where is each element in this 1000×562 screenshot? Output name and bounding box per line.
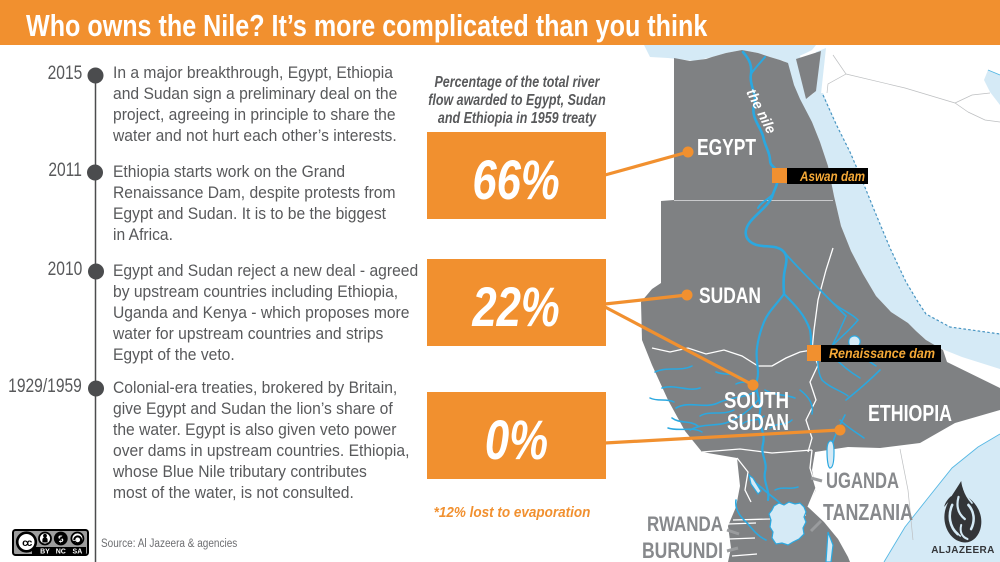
svg-text:BY: BY [40,549,50,556]
svg-text:NC: NC [56,549,66,556]
svg-text:UGANDA: UGANDA [826,468,899,493]
svg-text:Aswan dam: Aswan dam [799,169,865,184]
svg-text:cc: cc [22,537,32,549]
svg-text:SUDAN: SUDAN [699,283,761,308]
svg-text:BURUNDI: BURUNDI [642,538,723,562]
svg-text:SOUTH: SOUTH [724,387,789,413]
svg-text:ETHIOPIA: ETHIOPIA [868,400,952,426]
svg-text:$: $ [58,534,64,545]
svg-text:Renaissance dam: Renaissance dam [829,345,935,361]
svg-text:SA: SA [73,549,83,556]
svg-text:TANZANIA: TANZANIA [823,499,913,525]
svg-text:SUDAN: SUDAN [727,409,789,435]
svg-text:ALJAZEERA: ALJAZEERA [931,545,995,556]
svg-text:EGYPT: EGYPT [697,134,756,160]
svg-text:RWANDA: RWANDA [647,513,723,536]
